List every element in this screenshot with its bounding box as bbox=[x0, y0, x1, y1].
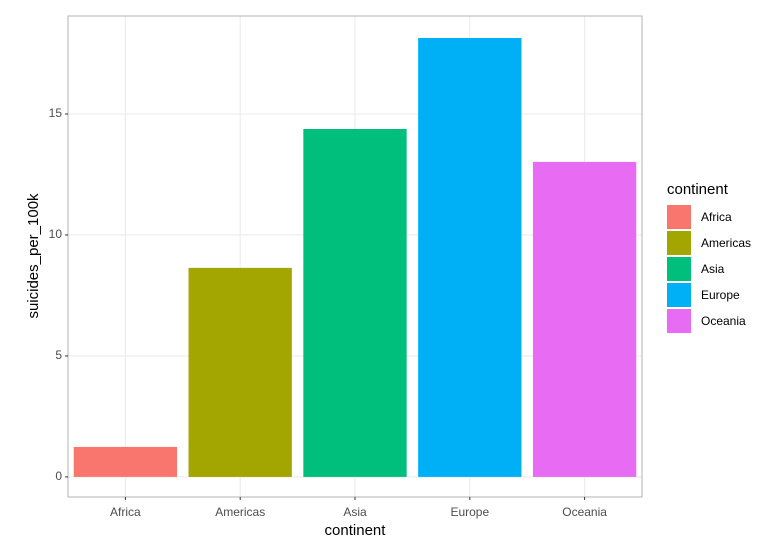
legend-label: Europe bbox=[701, 288, 740, 302]
legend-key bbox=[667, 309, 691, 333]
x-tick-label: Europe bbox=[450, 505, 489, 519]
legend-key bbox=[667, 205, 691, 229]
bar bbox=[188, 267, 292, 477]
y-tick-label: 15 bbox=[49, 106, 63, 120]
y-tick-label: 0 bbox=[55, 469, 62, 483]
x-tick-label: Asia bbox=[343, 505, 367, 519]
legend-title: continent bbox=[667, 181, 729, 198]
legend-label: Asia bbox=[701, 262, 725, 276]
legend-label: Oceania bbox=[701, 314, 746, 328]
x-tick-label: Africa bbox=[110, 505, 141, 519]
bar bbox=[73, 446, 178, 477]
bar bbox=[303, 128, 407, 477]
legend-label: Americas bbox=[701, 236, 751, 250]
x-axis-title: continent bbox=[325, 522, 387, 539]
y-tick-label: 10 bbox=[49, 227, 63, 241]
x-tick-label: Americas bbox=[215, 505, 265, 519]
legend-key bbox=[667, 231, 691, 255]
legend-key bbox=[667, 283, 691, 307]
legend: Africa Americas Asia Europe Oceania bbox=[667, 205, 751, 333]
legend-label: Africa bbox=[701, 210, 732, 224]
legend-key bbox=[667, 257, 691, 281]
bar bbox=[418, 38, 522, 477]
bars bbox=[73, 38, 637, 477]
y-tick-label: 5 bbox=[55, 348, 62, 362]
x-tick-label: Oceania bbox=[562, 505, 607, 519]
y-axis-title: suicides_per_100k bbox=[25, 193, 42, 319]
bar bbox=[532, 161, 637, 477]
